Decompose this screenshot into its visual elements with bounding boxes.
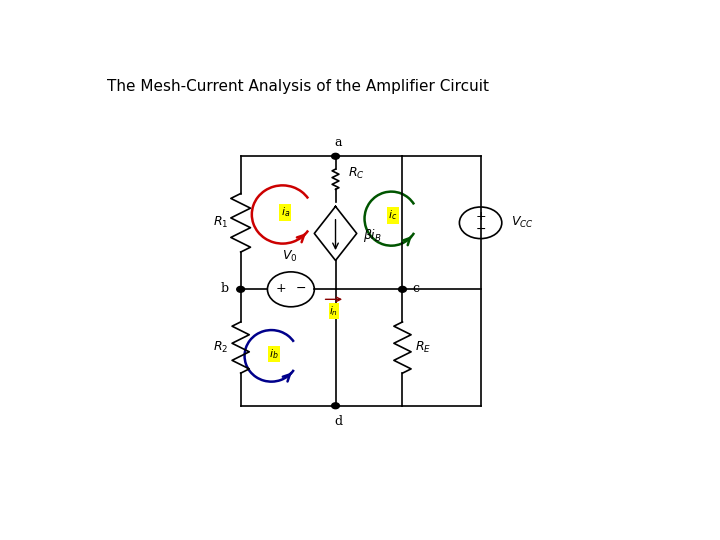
Text: −: − [295, 282, 306, 295]
Text: a: a [335, 136, 342, 149]
Circle shape [332, 403, 339, 409]
Text: $i_c$: $i_c$ [388, 208, 397, 222]
Text: $R_C$: $R_C$ [348, 165, 364, 180]
Circle shape [332, 153, 339, 159]
Text: $i_n$: $i_n$ [329, 305, 338, 318]
Text: +: + [276, 282, 287, 295]
Text: b: b [220, 282, 228, 295]
Text: $R_1$: $R_1$ [213, 215, 228, 231]
Text: $V_0$: $V_0$ [282, 249, 297, 265]
Text: $R_2$: $R_2$ [213, 340, 228, 355]
Text: $i_b$: $i_b$ [269, 347, 279, 361]
Text: $i_a$: $i_a$ [281, 206, 290, 219]
Circle shape [399, 286, 406, 292]
Text: The Mesh-Current Analysis of the Amplifier Circuit: The Mesh-Current Analysis of the Amplifi… [107, 79, 489, 94]
Text: $V_{CC}$: $V_{CC}$ [510, 215, 534, 231]
Text: +: + [475, 210, 486, 224]
Text: c: c [413, 282, 420, 295]
Circle shape [237, 286, 245, 292]
Text: $R_E$: $R_E$ [415, 340, 431, 355]
Text: $\beta i_B$: $\beta i_B$ [364, 227, 382, 244]
Text: d: d [334, 415, 343, 428]
Text: −: − [475, 223, 486, 236]
